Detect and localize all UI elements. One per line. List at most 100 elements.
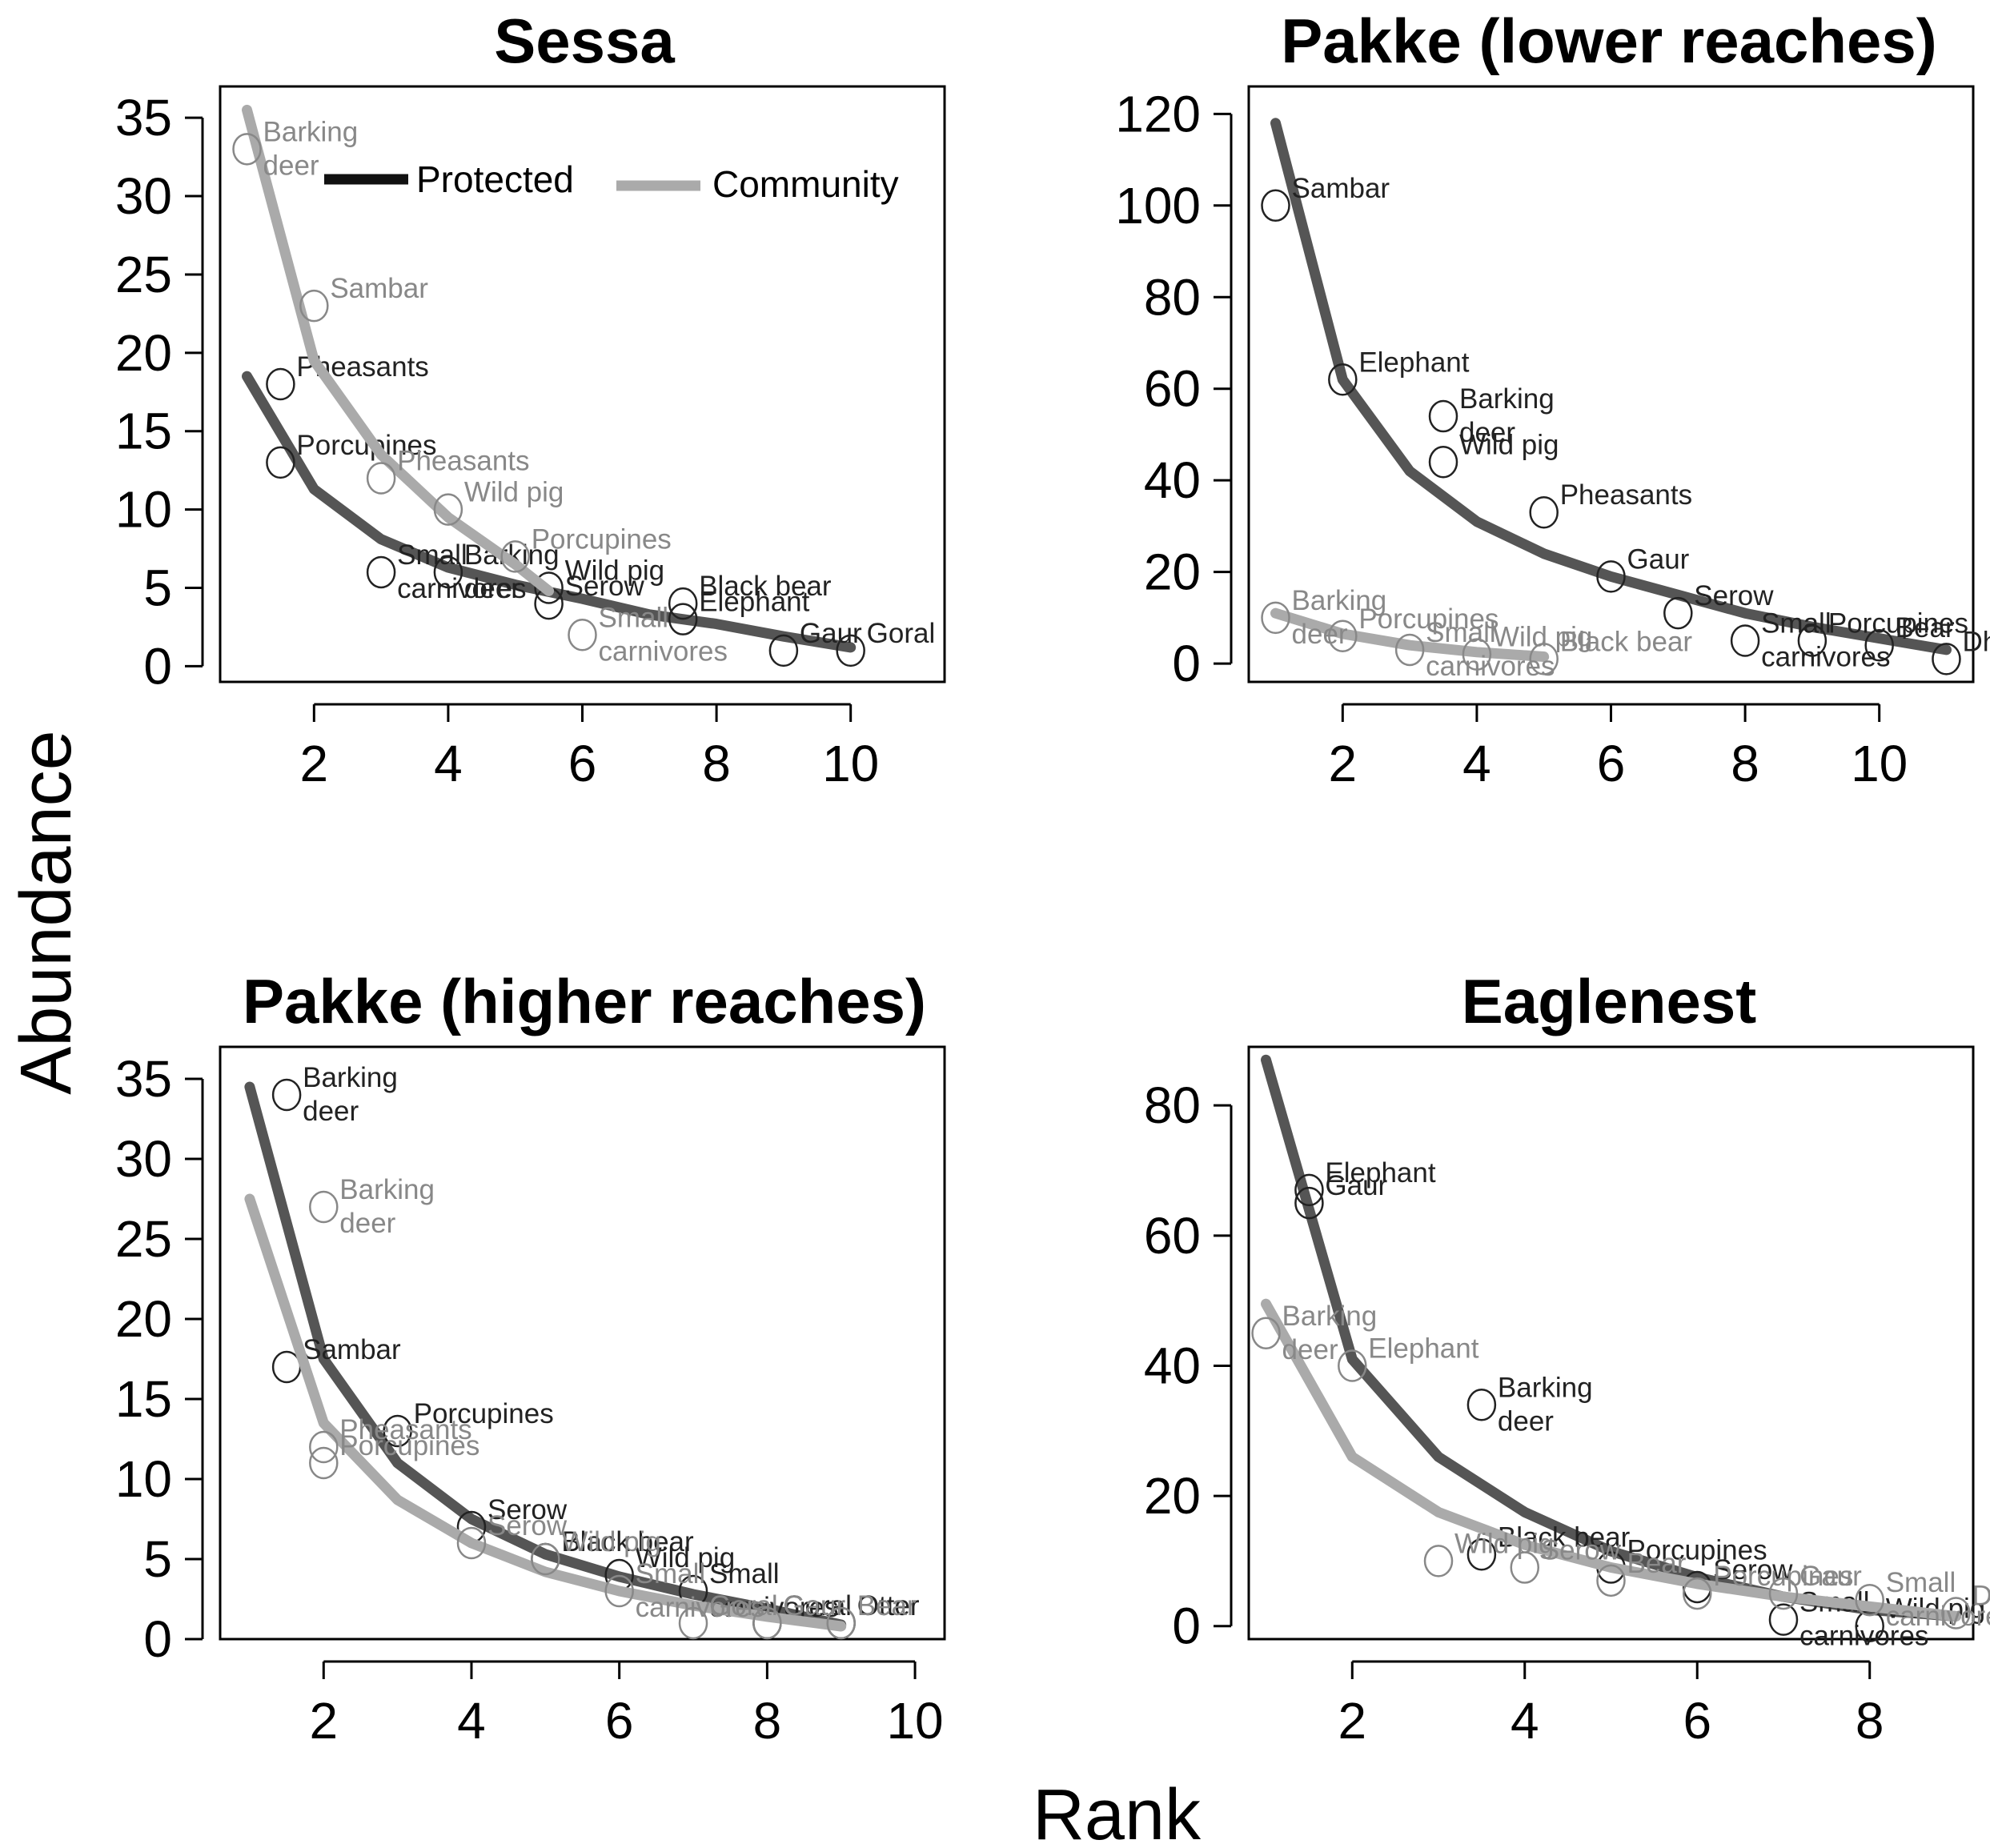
community-fit-line [1261,1298,1961,1622]
community-label-bear: Bear [1627,1548,1687,1579]
y-tick-label: 0 [143,1610,172,1668]
protected-label-porcupines: Porcupines [414,1398,554,1429]
plot-frame [219,85,946,683]
protected-label-barking-deer: Barking deer [1498,1372,1593,1437]
community-point-goral [678,1606,708,1640]
community-point-porcupines [1328,619,1358,653]
protected-point-pheasants [1529,495,1559,529]
community-label-goral: Goral [709,1590,778,1622]
protected-point-black-bear [668,587,698,620]
protected-label-barking-deer: Barking deer [303,1062,398,1127]
community-label-barking-deer: Barking deer [1282,1301,1378,1365]
community-point-serow [456,1526,487,1560]
protected-label-otter: Otter [857,1590,920,1622]
x-tick-label: 8 [1856,1692,1884,1750]
community-point-barking-deer [1251,1317,1281,1350]
panel-title: Pakke (higher reaches) [243,966,926,1036]
protected-label-gaur: Gaur [800,618,862,649]
protected-label-sambar: Sambar [1292,173,1390,204]
protected-label-wild-pig: Wild pig [1459,429,1559,460]
y-tick-label: 0 [1172,635,1201,692]
community-label-barking-deer: Barking deer [1292,585,1387,650]
community-label-porcupines: Porcupines [1358,603,1499,635]
x-tick-label: 4 [1511,1692,1539,1750]
community-label-sambar: Sambar [330,273,428,304]
x-tick-label: 8 [1731,735,1759,792]
protected-point-porcupines [266,446,295,479]
y-tick-label: 60 [1144,360,1201,418]
protected-label-elephant: Elephant [699,587,809,618]
protected-label-serow: Serow [487,1494,568,1525]
y-tick-label: 25 [115,1210,172,1268]
protected-point-porcupines [1797,624,1828,657]
protected-point-gaur [1596,560,1626,593]
protected-point-wild-pig [534,571,564,604]
protected-point-barking-deer [271,1078,302,1112]
protected-point-small-carnivores [1730,624,1760,657]
y-tick-label: 0 [143,637,172,695]
community-point-barking-deer [309,1190,339,1224]
protected-label-serow: Serow [1694,580,1774,611]
y-axis-label: Abundance [6,730,86,1094]
protected-label-dhole: Dhole [1962,626,1990,657]
community-point-porcupines [309,1446,339,1480]
y-tick-label: 20 [115,1290,172,1348]
y-tick-label: 100 [1115,177,1201,235]
protected-label-serow: Serow [1713,1554,1793,1585]
community-label-dhole: Dhole [1972,1580,1990,1611]
community-label-serow: Serow [487,1510,568,1541]
community-point-gaur [752,1606,782,1640]
protected-point-bear [1864,628,1894,662]
protected-point-barking-deer [1466,1389,1497,1421]
community-point-small-carnivores [1394,633,1425,667]
panel-pakke-higher-reaches: Pakke (higher reaches) 2 4 6 8 10 0 5 10 15 20 25 30… [115,966,946,1750]
community-point-bear [826,1606,856,1640]
community-point-pheasants [366,462,396,495]
community-point-small-carnivores [604,1574,634,1608]
x-tick-label: 10 [1851,735,1908,792]
protected-label-serow: Serow [565,571,645,602]
protected-label-wild-pig: Wild pig [565,555,664,587]
protected-point-elephant [1328,363,1358,396]
protected-label-elephant: Elephant [1358,347,1469,378]
community-point-pheasants [309,1430,339,1464]
protected-point-gaur [768,634,799,667]
protected-label-sambar: Sambar [303,1334,401,1365]
community-point-wild-pig [1462,638,1492,671]
x-tick-label: 8 [702,735,731,792]
protected-label-porcupines: Porcupines [1828,607,1968,639]
protected-label-wild-pig: Wild pig [636,1542,735,1573]
community-point-small-carnivores [568,619,597,651]
protected-point-barking-deer [433,555,463,589]
x-tick-label: 4 [1462,735,1491,792]
protected-label-black-bear: Black bear [561,1526,694,1557]
community-fit-line [242,104,555,596]
y-tick-label: 80 [1144,1076,1201,1134]
protected-label-gaur: Gaur [1325,1170,1387,1201]
protected-label-porcupines: Porcupines [1627,1535,1767,1566]
x-tick-label: 8 [753,1692,782,1750]
protected-point-goral [836,634,865,667]
protected-label-barking-deer: Barking deer [464,539,560,604]
y-tick-label: 25 [115,246,172,303]
community-point-wild-pig [433,493,463,526]
protected-fit-line [244,1081,847,1630]
community-label-wild-pig: Wild pig [1454,1528,1554,1559]
y-tick-label: 35 [115,1050,172,1108]
y-tick-label: 20 [115,324,172,382]
x-tick-label: 2 [300,735,329,792]
x-tick-label: 2 [309,1692,338,1750]
y-tick-label: 40 [1144,451,1201,509]
community-label-elephant: Elephant [1368,1333,1478,1364]
protected-label-goral: Goral [867,618,936,649]
y-tick-label: 10 [115,1450,172,1508]
community-label-porcupines: Porcupines [1713,1561,1853,1592]
y-tick-label: 30 [115,167,172,225]
x-tick-label: 6 [605,1692,634,1750]
x-tick-label: 10 [886,1692,943,1750]
y-tick-label: 120 [1115,85,1201,142]
